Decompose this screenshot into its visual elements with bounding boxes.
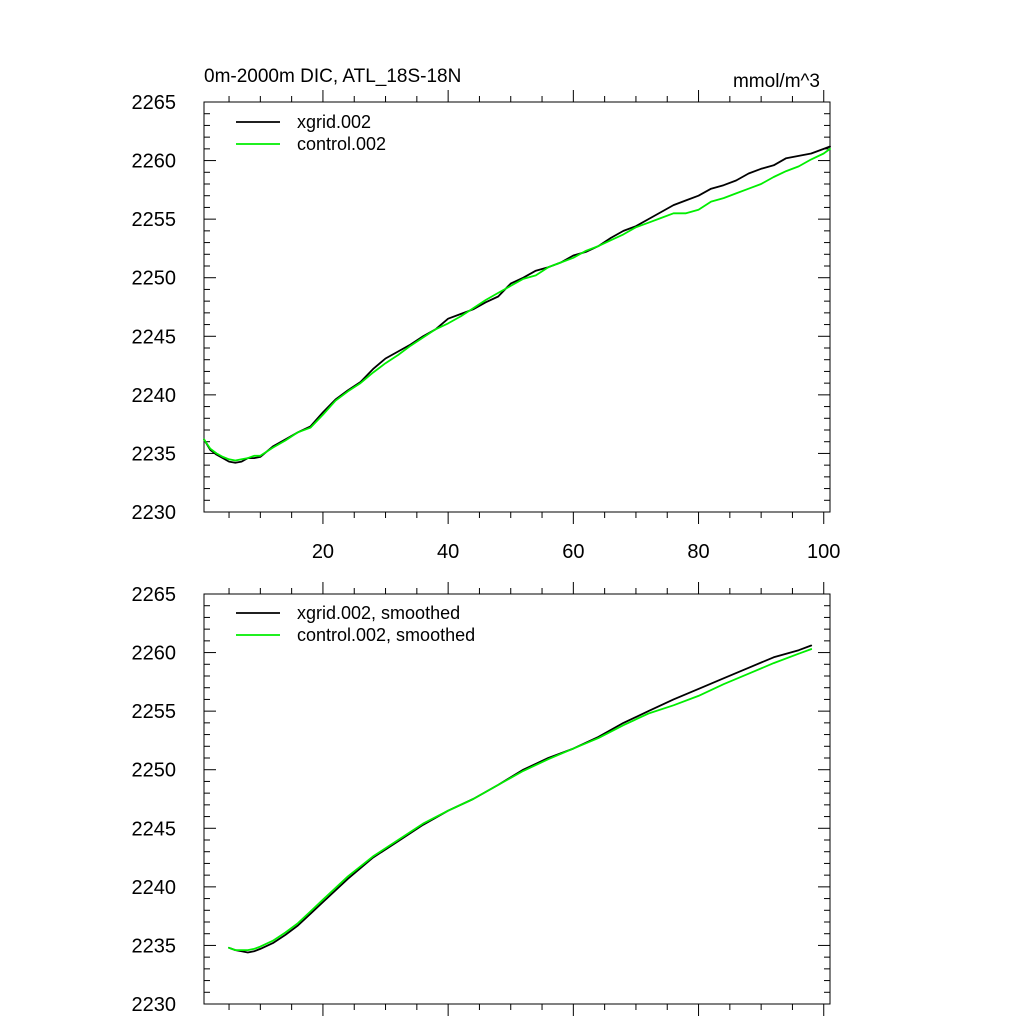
series-line-control	[203, 148, 831, 462]
chart-1-legend: xgrid.002 control.002	[236, 112, 386, 154]
x-tick-label: 100	[807, 541, 840, 563]
chart-1-series-group	[203, 145, 831, 464]
chart-2-series-group	[228, 644, 813, 954]
x-tick-label: 60	[562, 541, 584, 563]
y-tick-label: 2265	[132, 92, 177, 114]
chart-1-plot-frame	[203, 101, 831, 513]
y-tick-label: 2230	[132, 994, 177, 1016]
series-line-control	[228, 648, 813, 951]
chart-2-plot-frame	[203, 593, 831, 1005]
y-tick-label: 2260	[132, 151, 177, 173]
legend-2-label-xgrid: xgrid.002, smoothed	[297, 603, 460, 623]
y-tick-label: 2245	[132, 326, 177, 348]
y-tick-label: 2265	[132, 584, 177, 606]
y-tick-label: 2240	[132, 877, 177, 899]
chart-2-x-axis	[228, 582, 825, 1016]
x-tick-label: 20	[312, 541, 334, 563]
chart-panel-1: 0m-2000m DIC, ATL_18S-18N mmol/m^3 22302…	[132, 66, 841, 563]
y-tick-label: 2255	[132, 209, 177, 231]
chart-1-title-left: 0m-2000m DIC, ATL_18S-18N	[204, 66, 461, 87]
y-tick-label: 2250	[132, 268, 177, 290]
chart-2-y-axis: 2230 2235 2240 2245 2250 2255 2260 2265	[132, 584, 830, 1016]
legend-1-label-control: control.002	[297, 134, 386, 154]
y-tick-label: 2250	[132, 760, 177, 782]
chart-1-x-axis: 20 40 60 80 100	[228, 90, 840, 563]
chart-1-title-right: mmol/m^3	[733, 71, 820, 92]
chart-panel-2: 2230 2235 2240 2245 2250 2255 2260 2265 xgrid.0…	[132, 582, 831, 1016]
x-tick-label: 80	[687, 541, 709, 563]
chart-1-y-axis: 2230 2235 2240 2245 2250 2255 2260 2265	[132, 92, 830, 524]
y-tick-label: 2240	[132, 385, 177, 407]
x-tick-label: 40	[437, 541, 459, 563]
chart-2-legend: xgrid.002, smoothed control.002, smoothe…	[236, 603, 475, 645]
y-tick-label: 2245	[132, 818, 177, 840]
y-tick-label: 2235	[132, 443, 177, 465]
y-tick-label: 2255	[132, 701, 177, 723]
legend-2-label-control: control.002, smoothed	[297, 625, 475, 645]
y-tick-label: 2230	[132, 502, 177, 524]
y-tick-label: 2235	[132, 935, 177, 957]
legend-1-label-xgrid: xgrid.002	[297, 112, 371, 132]
y-tick-label: 2260	[132, 643, 177, 665]
